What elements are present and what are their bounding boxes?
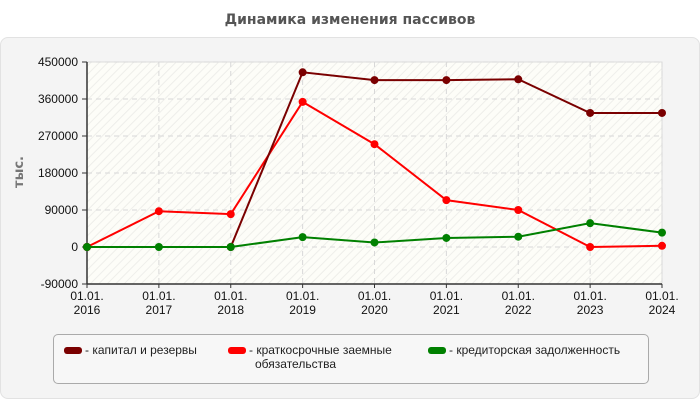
data-point[interactable]	[370, 76, 379, 85]
data-point[interactable]	[370, 238, 379, 247]
y-tick-label: 450000	[38, 55, 78, 69]
y-tick-label: -90000	[41, 277, 79, 291]
legend-label: - кредиторская задолженность	[449, 343, 621, 357]
x-tick-label: 01.01.	[502, 289, 535, 303]
data-point[interactable]	[154, 207, 163, 216]
legend-item-short-term-loans[interactable]: - краткосрочные заемные обязательства	[228, 343, 392, 371]
y-tick-label: 90000	[45, 203, 79, 217]
x-tick-label: 01.01.	[70, 289, 103, 303]
legend-swatch-payables	[428, 347, 446, 354]
y-tick-label: 360000	[38, 92, 78, 106]
legend-label-line1: - краткосрочные заемные	[249, 343, 392, 357]
data-point[interactable]	[226, 210, 235, 219]
x-tick-label: 01.01.	[573, 289, 606, 303]
x-tick-label: 01.01.	[645, 289, 678, 303]
x-tick-label: 2019	[289, 303, 316, 317]
x-tick-label: 2016	[74, 303, 101, 317]
data-point[interactable]	[658, 228, 666, 237]
legend-swatch-capital	[64, 347, 82, 354]
data-point[interactable]	[514, 206, 523, 214]
chart-title: Динамика изменения пассивов	[224, 12, 476, 28]
data-point[interactable]	[658, 108, 666, 117]
x-tick-label: 01.01.	[286, 289, 319, 303]
legend-item-capital[interactable]: - капитал и резервы	[64, 343, 197, 357]
legend: - капитал и резервы - краткосрочные заем…	[53, 334, 649, 384]
x-tick-label: 2023	[577, 303, 604, 317]
data-point[interactable]	[586, 243, 595, 251]
x-tick-label: 01.01.	[430, 289, 463, 303]
x-tick-label: 01.01.	[214, 289, 247, 303]
legend-swatch-short-term-loans	[228, 347, 246, 354]
x-tick-label: 01.01.	[142, 289, 175, 303]
x-tick-label: 2018	[217, 303, 244, 317]
legend-label-line2: обязательства	[255, 357, 336, 371]
y-tick-label: 270000	[38, 129, 78, 143]
y-axis-label: тыс.	[12, 156, 27, 188]
y-tick-label: 0	[71, 240, 78, 254]
x-tick-label: 2020	[361, 303, 388, 317]
x-tick-label: 2024	[649, 303, 676, 317]
data-point[interactable]	[298, 97, 307, 106]
data-point[interactable]	[154, 243, 163, 251]
data-point[interactable]	[298, 68, 307, 77]
data-point[interactable]	[442, 233, 451, 242]
legend-label: - капитал и резервы	[85, 343, 197, 357]
y-tick-label: 180000	[38, 166, 78, 180]
x-tick-label: 2017	[146, 303, 173, 317]
legend-label: - краткосрочные заемные обязательства	[249, 343, 392, 371]
data-point[interactable]	[658, 241, 666, 250]
data-point[interactable]	[298, 233, 307, 242]
x-tick-label: 2022	[505, 303, 532, 317]
plot-area: 450000360000270000180000900000-9000001.0…	[12, 55, 679, 317]
x-tick-label: 01.01.	[358, 289, 391, 303]
x-tick-label: 2021	[433, 303, 460, 317]
data-point[interactable]	[514, 75, 523, 84]
data-point[interactable]	[226, 243, 235, 251]
data-point[interactable]	[514, 232, 523, 241]
data-point[interactable]	[442, 196, 451, 205]
data-point[interactable]	[586, 219, 595, 228]
legend-item-payables[interactable]: - кредиторская задолженность	[428, 343, 620, 357]
data-point[interactable]	[370, 140, 379, 149]
data-point[interactable]	[586, 108, 595, 117]
data-point[interactable]	[83, 243, 91, 251]
data-point[interactable]	[442, 76, 451, 85]
